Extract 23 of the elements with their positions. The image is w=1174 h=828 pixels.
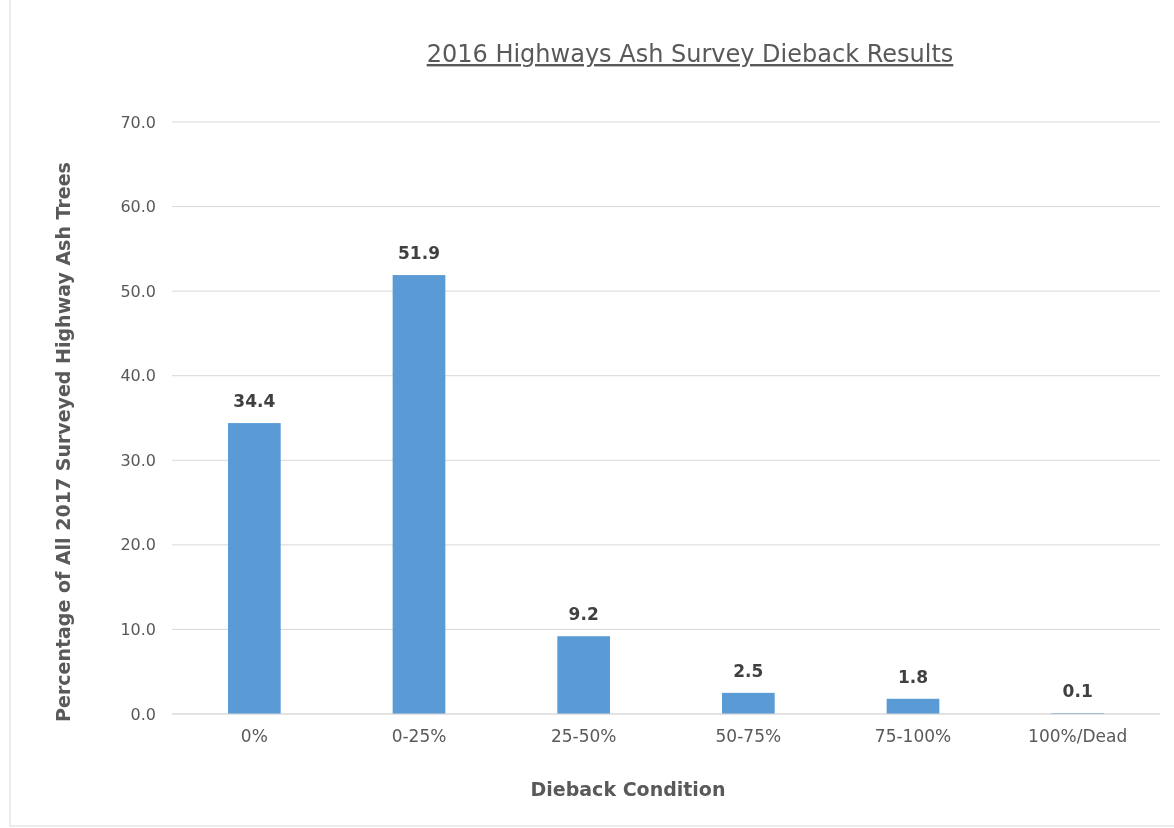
y-tick-label: 20.0 xyxy=(120,535,156,555)
y-tick-label: 0.0 xyxy=(130,704,156,724)
y-tick-label: 10.0 xyxy=(120,620,156,640)
y-tick-label: 70.0 xyxy=(120,112,156,132)
chart-title: 2016 Highways Ash Survey Dieback Results xyxy=(426,40,954,68)
x-axis-title: Dieback Condition xyxy=(530,778,726,800)
x-tick-label: 100%/Dead xyxy=(1028,726,1128,747)
y-tick-label: 40.0 xyxy=(120,366,156,386)
y-tick-label: 50.0 xyxy=(120,281,156,301)
x-tick-label: 50-75% xyxy=(715,726,782,747)
data-label: 1.8 xyxy=(897,666,929,687)
data-label: 51.9 xyxy=(398,243,440,264)
data-label: 0.1 xyxy=(1062,681,1093,702)
x-tick-label: 0-25% xyxy=(391,726,447,747)
x-tick-label: 0% xyxy=(240,726,268,747)
data-label: 2.5 xyxy=(733,660,764,681)
data-label: 9.2 xyxy=(568,604,599,625)
x-tick-label: 25-50% xyxy=(550,726,617,747)
data-label: 34.4 xyxy=(233,391,276,412)
y-axis-title: Percentage of All 2017 Surveyed Highway Ash Trees xyxy=(52,162,74,722)
y-tick-label: 30.0 xyxy=(120,450,156,470)
x-tick-label: 75-100% xyxy=(874,726,952,747)
y-tick-label: 60.0 xyxy=(120,197,156,217)
